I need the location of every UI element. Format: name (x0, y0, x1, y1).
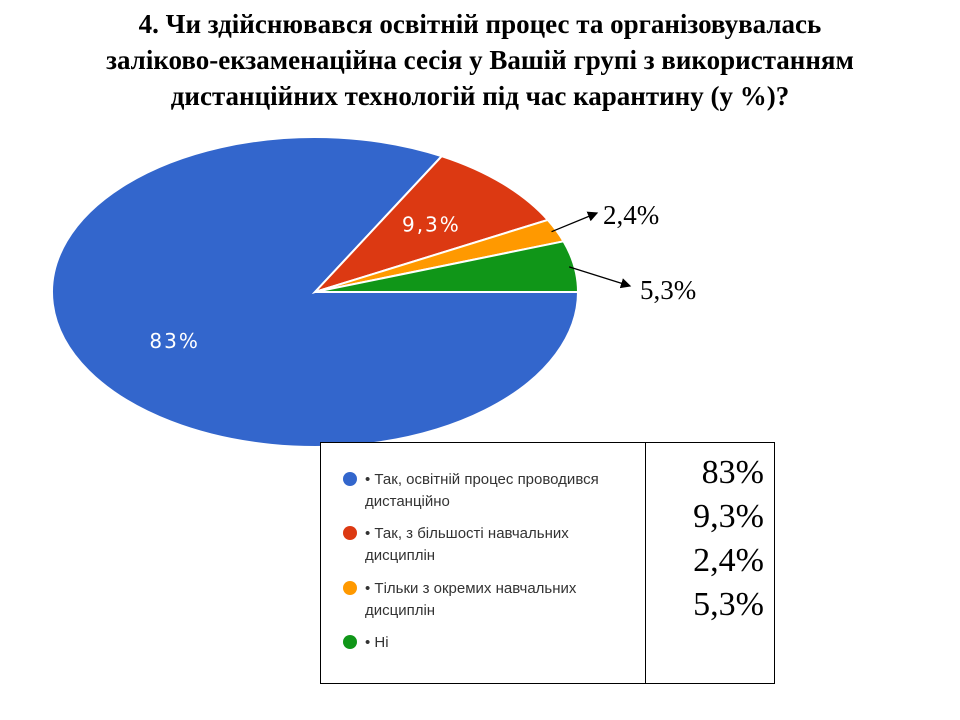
legend-value-2: 9,3% (693, 498, 764, 535)
legend-dot-1 (343, 472, 357, 486)
pie-slice-1 (51, 136, 580, 448)
callout-label-4: 5,3% (640, 275, 696, 305)
legend-item-4: • Ні (343, 632, 643, 654)
legend-item-1: • Так, освітній процес проводився дистан… (343, 469, 643, 513)
legend-entries: • Так, освітній процес проводився дистан… (321, 443, 646, 683)
legend-label-3b: дисциплін (365, 602, 436, 619)
legend-item-2: • Так, з більшості навчальних дисциплін (343, 523, 643, 567)
legend-table: • Так, освітній процес проводився дистан… (320, 442, 775, 684)
legend-label-1b: дистанційно (365, 493, 450, 510)
legend-values: 83% 9,3% 2,4% 5,3% (646, 451, 764, 627)
legend-label-2a: • Так, з більшості навчальних (365, 525, 569, 542)
legend-dot-4 (343, 635, 357, 649)
legend-value-3: 2,4% (693, 542, 764, 579)
legend-dot-2 (343, 526, 357, 540)
chart-title: 4. Чи здійснювався освітній процес та ор… (20, 6, 940, 114)
callout-arrow-4 (568, 266, 632, 289)
legend-label-1a: • Так, освітній процес проводився (365, 471, 599, 488)
slice-label-1: 83% (149, 329, 199, 353)
title-line-1: 4. Чи здійснювався освітній процес та ор… (138, 9, 822, 39)
legend-label-3a: • Тільки з окремих навчальних (365, 580, 577, 597)
callout-label-3: 2,4% (603, 200, 659, 230)
title-line-2: заліково-екзаменаційна сесія у Вашій гру… (106, 45, 854, 75)
legend-label-4: • Ні (365, 634, 389, 651)
legend-label-2b: дисциплін (365, 547, 436, 564)
callout-arrow-3 (551, 211, 599, 233)
pie-slice-4 (314, 240, 580, 293)
slice-label-2: 9,3% (402, 213, 461, 237)
pie-slice-2 (311, 155, 550, 295)
legend-dot-3 (343, 581, 357, 595)
title-line-3: дистанційних технологій під час карантин… (170, 81, 790, 111)
legend-item-3: • Тільки з окремих навчальних дисциплін (343, 578, 643, 622)
legend-value-1: 83% (701, 454, 764, 491)
legend-value-4: 5,3% (693, 586, 764, 623)
